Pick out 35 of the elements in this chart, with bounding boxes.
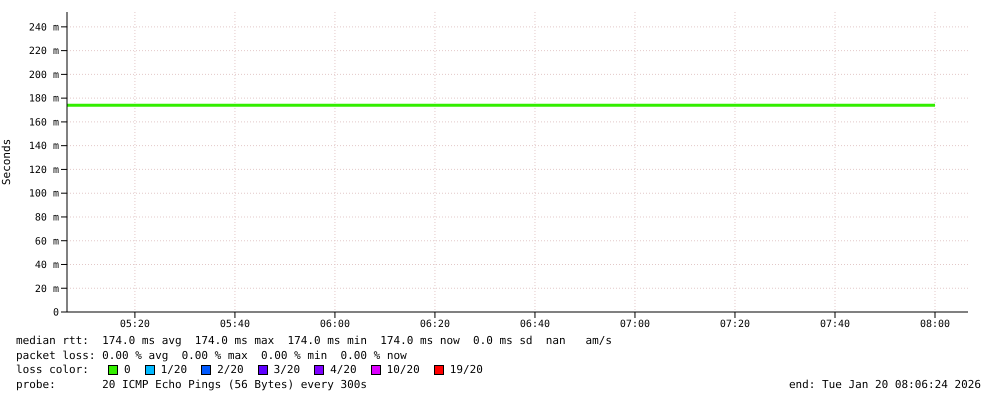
legend-title: loss color: — [16, 363, 90, 378]
y-tick-label: 200 m — [28, 70, 59, 81]
y-tick-label: 20 m — [34, 284, 59, 295]
text: packet loss: 0.00 % avg 0.00 % max 0.00 % min 0.00 % now — [16, 348, 408, 363]
y-tick-label: 40 m — [34, 260, 59, 272]
text: median rtt: 174.0 ms avg 174.0 ms max 174.0 ms min 174.0 ms now 0.0 ms sd nan am/s — [16, 334, 614, 348]
x-tick-label: 07:40 — [820, 319, 850, 330]
x-tick-label: 07:20 — [720, 319, 750, 330]
x-tick-label: 05:20 — [120, 319, 150, 330]
x-tick-label: 06:00 — [320, 319, 350, 330]
x-tick-label: 08:00 — [920, 319, 950, 330]
x-tick-label: 06:20 — [420, 319, 450, 330]
legend-label: 2/20 — [216, 363, 244, 378]
x-tick-label: 07:00 — [620, 319, 650, 330]
legend-label: 10/20 — [386, 363, 420, 378]
y-tick-label: 100 m — [28, 188, 59, 200]
y-tick-label: 60 m — [34, 236, 59, 248]
y-tick-label: 80 m — [34, 212, 59, 224]
legend-label: 4/20 — [329, 363, 357, 378]
legend-label: 3/20 — [272, 363, 300, 378]
y-tick-label: 120 m — [28, 164, 59, 176]
y-tick-label: 140 m — [28, 141, 59, 152]
x-tick-label: 05:40 — [220, 319, 250, 330]
y-axis-title: Seconds — [0, 138, 13, 186]
y-tick-label: 220 m — [28, 46, 59, 58]
legend-label: 0 — [123, 363, 131, 378]
x-tick-label: 06:40 — [520, 319, 550, 330]
y-tick-label: 0 — [52, 308, 59, 319]
y-tick-label: 240 m — [28, 22, 59, 34]
legend-label: 1/20 — [160, 363, 188, 378]
text: probe: 20 ICMP Echo Pings (56 Bytes) every 300s — [16, 378, 367, 392]
y-tick-label: 160 m — [28, 117, 59, 128]
text: end: Tue Jan 20 08:06:24 2026 — [788, 378, 981, 392]
legend-label: 19/20 — [448, 363, 483, 378]
y-tick-label: 180 m — [28, 94, 59, 105]
